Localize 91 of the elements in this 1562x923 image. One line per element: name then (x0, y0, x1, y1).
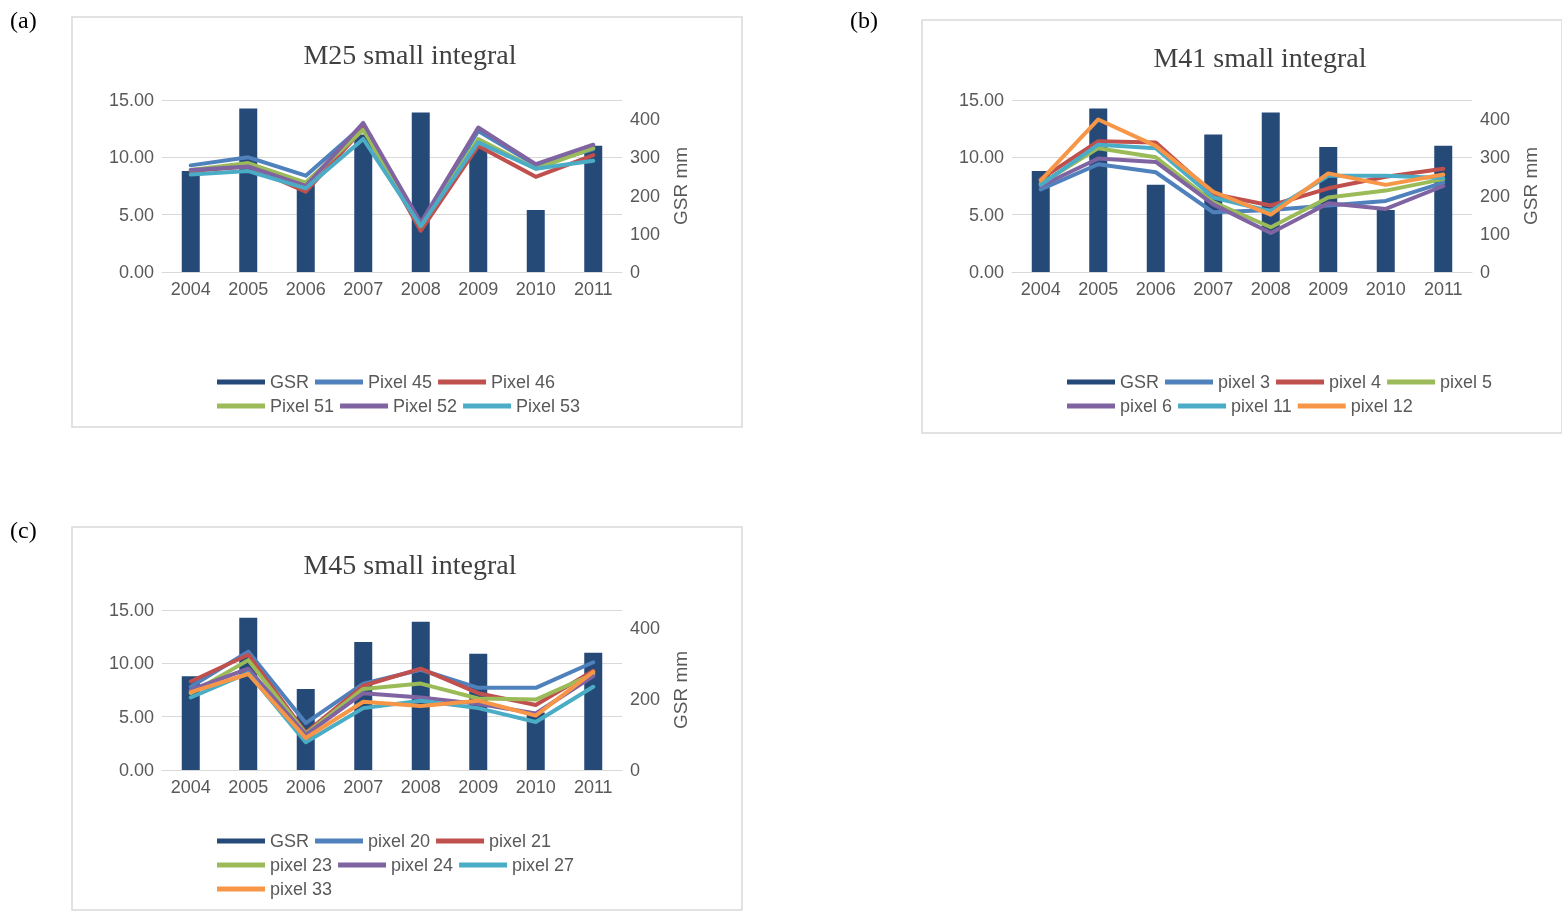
bar (526, 210, 545, 272)
legend-label: GSR (270, 831, 310, 851)
y-tick-label: 15.00 (958, 90, 1004, 110)
x-tick-label: 2008 (1250, 279, 1291, 299)
y2-axis-title: GSR mm (1519, 146, 1541, 226)
y-tick-label: 0.00 (118, 760, 154, 780)
text: (b) (850, 7, 878, 33)
x-tick-label: 2007 (343, 279, 384, 299)
y-tick-label: 5.00 (968, 204, 1004, 225)
x-tick-label: 2006 (285, 279, 326, 299)
y-tick-label: 0.00 (118, 262, 154, 282)
legend-label: Pixel 51 (270, 396, 335, 416)
y2-tick-label: 400 (1480, 109, 1511, 130)
x-tick-label: 2006 (285, 777, 326, 797)
legend-label: pixel 6 (1120, 396, 1173, 416)
y-tick-label: 15.00 (108, 90, 154, 110)
chart-title: M45 small integral (303, 548, 517, 580)
y-tick-label: 10.00 (958, 147, 1004, 168)
y2-tick-label: 200 (1480, 185, 1511, 206)
y2-tick-label: 100 (1480, 223, 1511, 244)
bar (1376, 210, 1395, 272)
bar (1146, 184, 1165, 272)
legend-label: GSR (1120, 372, 1160, 392)
y2-tick-label: 300 (1480, 147, 1511, 168)
y2-tick-label: 400 (630, 617, 661, 638)
x-tick-label: 2011 (573, 777, 613, 797)
y-tick-label: 10.00 (108, 147, 154, 168)
y2-tick-label: 300 (630, 147, 661, 168)
y2-tick-label: 200 (630, 688, 661, 709)
bar (1434, 145, 1453, 272)
y2-tick-label: 0 (630, 760, 641, 780)
x-tick-label: 2011 (1423, 279, 1463, 299)
x-tick-label: 2011 (573, 279, 613, 299)
bar (181, 171, 200, 272)
legend-label: pixel 27 (512, 855, 575, 875)
bar (296, 184, 315, 272)
text: (a) (10, 7, 37, 33)
line-series (1038, 156, 1446, 236)
x-tick-label: 2004 (1020, 279, 1061, 299)
legend-label: GSR (270, 372, 310, 392)
x-tick-label: 2005 (1078, 279, 1119, 299)
y2-axis-title: GSR mm (669, 146, 691, 226)
y2-tick-label: 200 (630, 185, 661, 206)
x-tick-label: 2008 (400, 279, 441, 299)
x-tick-label: 2007 (343, 777, 384, 797)
legend-label: pixel 33 (270, 879, 333, 899)
bar (584, 145, 603, 272)
x-tick-label: 2005 (228, 279, 269, 299)
chart-title: M41 small integral (1153, 41, 1367, 73)
legend-label: Pixel 53 (516, 396, 581, 416)
legend-label: pixel 5 (1440, 372, 1493, 392)
legend-label: pixel 21 (489, 831, 552, 851)
x-tick-label: 2007 (1193, 279, 1234, 299)
legend-label: pixel 24 (391, 855, 454, 875)
y2-tick-label: 100 (630, 223, 661, 244)
text: (c) (10, 517, 37, 543)
x-tick-label: 2010 (515, 279, 556, 299)
bar (1031, 171, 1050, 272)
x-tick-label: 2004 (170, 279, 211, 299)
legend-label: pixel 3 (1218, 372, 1271, 392)
legend-label: pixel 23 (270, 855, 333, 875)
y2-axis-title: GSR mm (669, 650, 691, 730)
x-tick-label: 2004 (170, 777, 211, 797)
y-tick-label: 15.00 (108, 600, 154, 620)
legend-label: Pixel 46 (491, 372, 556, 392)
y2-tick-label: 400 (630, 109, 661, 130)
x-tick-label: 2008 (400, 777, 441, 797)
x-tick-label: 2005 (228, 777, 269, 797)
y-tick-label: 0.00 (968, 262, 1004, 282)
legend-label: pixel 12 (1350, 396, 1413, 416)
x-tick-label: 2010 (515, 777, 556, 797)
bar (354, 134, 373, 272)
legend-label: Pixel 52 (393, 396, 458, 416)
x-tick-label: 2009 (1308, 279, 1349, 299)
legend-label: Pixel 45 (368, 372, 433, 392)
y-tick-label: 10.00 (108, 653, 154, 674)
y2-tick-label: 0 (1480, 262, 1491, 282)
chart-title: M25 small integral (303, 38, 517, 70)
x-tick-label: 2010 (1365, 279, 1406, 299)
y-tick-label: 5.00 (118, 204, 154, 225)
legend-label: pixel 4 (1329, 372, 1382, 392)
legend-label: pixel 11 (1231, 396, 1292, 416)
x-tick-label: 2009 (458, 279, 499, 299)
line-series (1038, 117, 1446, 217)
y-tick-label: 5.00 (118, 706, 154, 727)
bar (469, 147, 488, 272)
x-tick-label: 2009 (458, 777, 499, 797)
legend-label: pixel 20 (368, 831, 431, 851)
x-tick-label: 2006 (1135, 279, 1176, 299)
bar (584, 652, 603, 770)
y2-tick-label: 0 (630, 262, 641, 282)
